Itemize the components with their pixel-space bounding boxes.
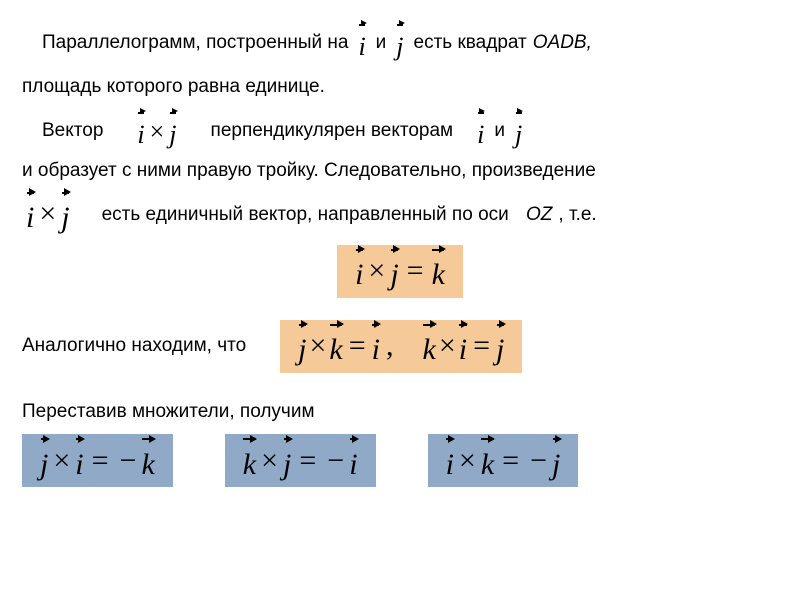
text-perp: перпендикулярен векторам: [211, 118, 454, 144]
line-6: Аналогично находим, что j×k = i , k×i = …: [22, 320, 778, 373]
i-times-j: i×j: [133, 110, 180, 152]
line-4: и образует с ними правую тройку. Следова…: [22, 158, 778, 184]
text-and: и: [494, 118, 505, 144]
vec-j: j: [511, 110, 526, 152]
vec-j: j: [392, 22, 407, 64]
formula-jxi: j×i = −k: [36, 436, 159, 485]
negatives-row: j×i = −k k×j = −i i×k = −j: [22, 434, 778, 487]
text-and: и: [376, 30, 387, 56]
line-1: Параллелограмм, построенный на i и j ест…: [22, 22, 778, 64]
line-5: i×j есть единичный вектор, направленный …: [22, 190, 778, 239]
text: и образует с ними правую тройку. Следова…: [22, 158, 596, 184]
i-times-j: i×j: [22, 190, 74, 239]
text: Параллелограмм, построенный на: [42, 30, 348, 56]
line-7: Переставив множители, получим: [22, 399, 778, 425]
text: площадь которого равна единице.: [22, 74, 325, 100]
vec-i: i: [473, 110, 488, 152]
text: есть единичный вектор, направленный по о…: [102, 202, 509, 228]
text: Аналогично находим, что: [22, 333, 246, 359]
text: Переставив множители, получим: [22, 399, 315, 425]
text: , т.е.: [558, 202, 596, 228]
oz: OZ: [526, 202, 552, 228]
line-2: площадь которого равна единице.: [22, 74, 778, 100]
text: есть квадрат: [414, 30, 527, 56]
formula-ixk: i×k = −j: [442, 436, 565, 485]
slide: Параллелограмм, построенный на i и j ест…: [0, 0, 800, 509]
line-3: Вектор i×j перпендикулярен векторам i и …: [22, 110, 778, 152]
formula-ixj-eq-k: i×j = k: [351, 247, 449, 296]
formula-kxj: k×j = −i: [239, 436, 362, 485]
text-vector: Вектор: [42, 118, 103, 144]
formula-jxk-kxi: j×k = i , k×i = j: [294, 322, 508, 371]
vec-i: i: [354, 22, 369, 64]
oadb: OADB,: [533, 30, 592, 56]
eq-ixj-k: i×j = k: [22, 245, 778, 298]
